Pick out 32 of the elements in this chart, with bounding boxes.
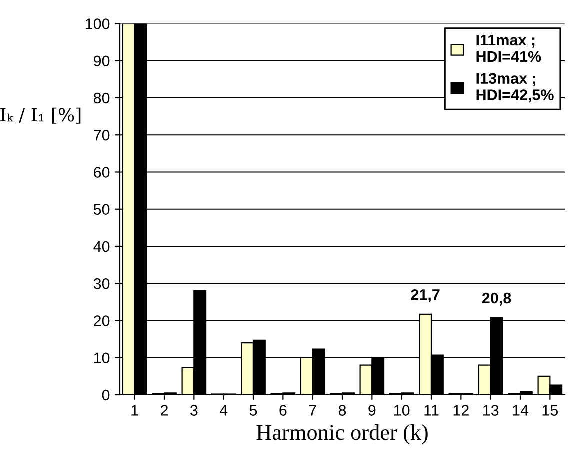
legend-label: I11max ; HDI=41% — [476, 35, 542, 62]
y-tick-label: 40 — [94, 241, 110, 252]
x-axis-title: Harmonic order (k) — [256, 424, 428, 445]
x-tick-label: 8 — [338, 405, 346, 416]
x-tick-label: 15 — [542, 405, 558, 416]
y-tick-label: 90 — [94, 56, 110, 67]
x-tick-label: 12 — [454, 405, 469, 416]
y-tick-label: 30 — [94, 278, 110, 290]
x-tick-label: 14 — [513, 405, 529, 416]
y-tick-label: 10 — [94, 352, 110, 364]
y-tick-label: 80 — [94, 92, 110, 104]
y-tick-label: 0 — [102, 390, 110, 401]
data-label: 20,8 — [482, 292, 512, 306]
x-tick-label: 13 — [484, 405, 499, 416]
legend-label: I13max ; HDI=42,5% — [476, 73, 554, 103]
y-tick-label: 60 — [94, 167, 110, 178]
x-tick-label: 6 — [280, 405, 287, 416]
x-tick-label: 10 — [394, 405, 410, 416]
x-tick-label: 2 — [161, 405, 168, 416]
y-axis-title: Iₖ / I₁ [%] — [0, 108, 81, 124]
data-label: 21,7 — [411, 289, 440, 303]
x-tick-label: 7 — [309, 405, 316, 416]
x-tick-label: 11 — [424, 405, 439, 416]
y-tick-label: 70 — [94, 130, 110, 141]
x-tick-label: 1 — [132, 405, 138, 416]
y-tick-label: 50 — [94, 204, 110, 216]
x-tick-label: 9 — [368, 405, 376, 416]
x-tick-label: 5 — [250, 405, 258, 416]
x-tick-label: 4 — [220, 405, 228, 416]
x-tick-label: 3 — [190, 405, 198, 416]
y-tick-label: 20 — [94, 316, 110, 326]
y-tick-label: 100 — [86, 18, 110, 30]
